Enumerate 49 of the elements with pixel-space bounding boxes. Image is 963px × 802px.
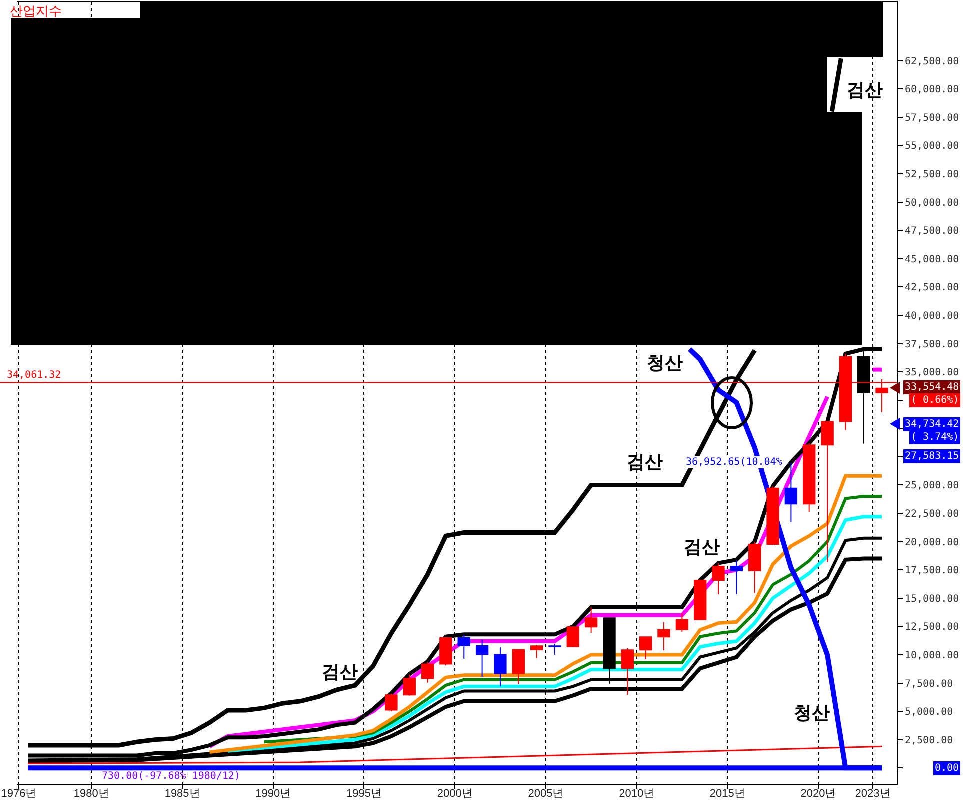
x-tick-label: 1976년 xyxy=(1,788,37,800)
x-tick-label: 2015년 xyxy=(710,788,746,800)
y-tick-label: 25,000.00 xyxy=(905,480,960,492)
annotation: 검산 xyxy=(322,662,358,682)
y-tick-label: 15,000.00 xyxy=(905,594,960,605)
y-tick-label: 57,500.00 xyxy=(905,112,960,124)
y-tick-label: 42,500.00 xyxy=(905,282,960,294)
x-tick-label: 2005년 xyxy=(528,788,564,800)
y-tick-label: 55,000.00 xyxy=(905,141,960,152)
y-tick-label: 45,000.00 xyxy=(905,254,960,266)
y-tick-label: 5,000.00 xyxy=(905,707,954,718)
annotation: 검산 xyxy=(684,537,720,557)
annotation: 730.00(-97.68% 1980/12) xyxy=(102,771,240,782)
text: 33,554.48 xyxy=(905,382,960,393)
ref-line-label: 34,061.32 xyxy=(7,370,62,381)
x-tick-label: 1995년 xyxy=(346,788,382,800)
annotation: 청산 xyxy=(794,703,830,723)
y-tick-label: 50,000.00 xyxy=(905,198,960,209)
y-tick-label: 22,500.00 xyxy=(905,509,960,520)
x-tick-label: 2010년 xyxy=(619,788,655,800)
chart-title: 산업지수 xyxy=(10,4,62,19)
text: 27,583.15 xyxy=(905,451,960,462)
annotation: 검산 xyxy=(847,80,883,100)
annotation: 검산 xyxy=(627,452,663,472)
text: ( 3.74%) xyxy=(911,432,960,443)
text: 34,734.42 xyxy=(905,419,960,430)
text: ( 0.66%) xyxy=(911,395,960,406)
x-tick-label: 2000년 xyxy=(437,788,473,800)
y-tick-label: 17,500.00 xyxy=(905,566,960,577)
y-tick-label: 47,500.00 xyxy=(905,226,960,238)
y-tick-label: 10,000.00 xyxy=(905,650,960,662)
x-tick-label: 2023년 xyxy=(855,788,891,800)
y-tick-label: 35,000.00 xyxy=(905,368,960,379)
x-tick-label: 1985년 xyxy=(164,788,200,800)
text: 0.00 xyxy=(935,763,960,774)
y-tick-label: 20,000.00 xyxy=(905,537,960,548)
y-tick-label: 60,000.00 xyxy=(905,84,960,96)
annotation: 청산 xyxy=(647,353,683,373)
y-tick-label: 7,500.00 xyxy=(905,678,954,690)
y-tick-label: 2,500.00 xyxy=(905,735,954,746)
x-tick-label: 1980년 xyxy=(74,788,110,800)
x-tick-label: 1990년 xyxy=(256,788,292,800)
y-tick-label: 52,500.00 xyxy=(905,170,960,181)
annotation: 36,952.65(10.04% xyxy=(686,457,782,468)
y-tick-label: 12,500.00 xyxy=(905,622,960,634)
y-tick-label: 37,500.00 xyxy=(905,339,960,350)
y-tick-label: 62,500.00 xyxy=(905,56,960,68)
y-tick-label: 40,000.00 xyxy=(905,310,960,322)
x-tick-label: 2020년 xyxy=(800,788,836,800)
